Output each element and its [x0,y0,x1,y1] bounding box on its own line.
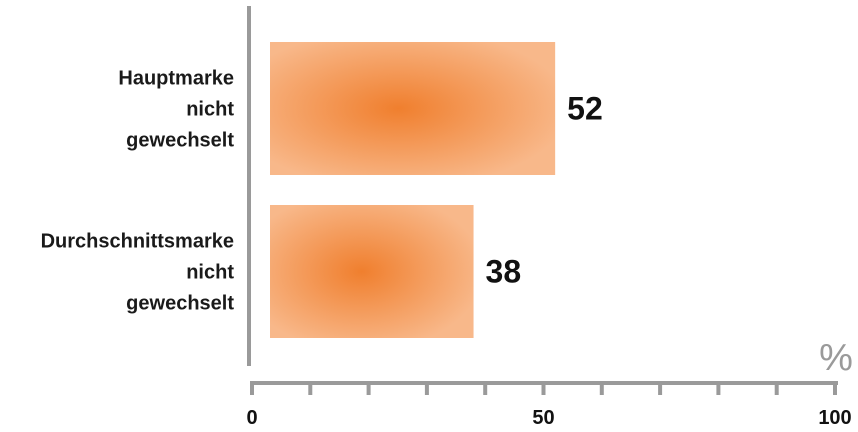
unit-label: % [819,337,853,379]
bar [270,205,474,338]
x-tick-label: 0 [246,407,257,429]
x-tick-label: 100 [818,407,851,429]
bar [270,42,556,175]
bar-value-label: 52 [567,91,603,127]
bar-value-label: 38 [486,254,522,290]
category-label: Durchschnittsmarke nicht gewechselt [41,231,235,315]
category-label: Hauptmarke nicht gewechselt [118,68,234,152]
x-tick-label: 50 [532,407,554,429]
